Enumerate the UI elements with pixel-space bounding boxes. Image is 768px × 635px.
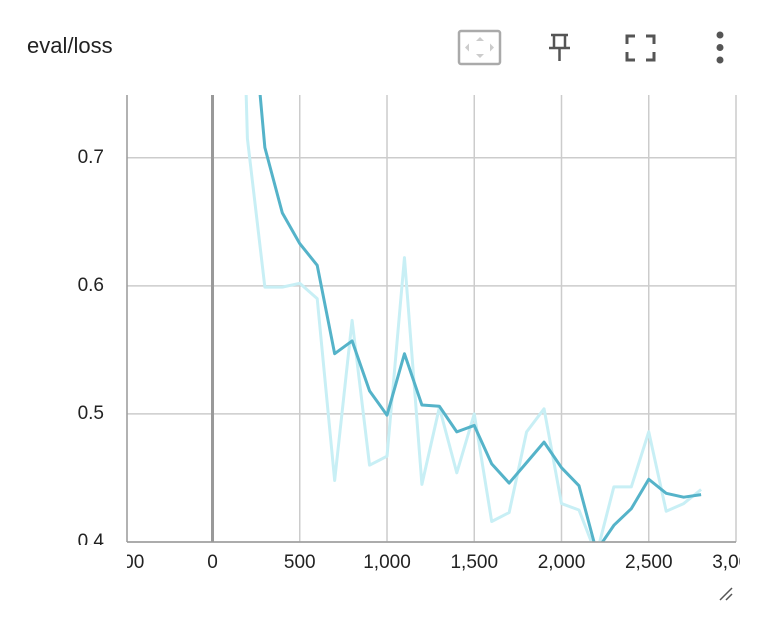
y-tick-label: 0.6 — [78, 275, 104, 296]
x-tick-label: 3,000 — [712, 552, 760, 573]
line-series — [258, 95, 702, 542]
x-axis-labels: -500 0 500 1,000 1,500 2,000 2,500 3,000 — [106, 552, 760, 573]
line-series — [244, 95, 703, 542]
more-button[interactable] — [716, 31, 724, 64]
y-tick-label: 0.5 — [78, 403, 104, 424]
x-tick-label: 0 — [207, 552, 218, 573]
y-tick-label: 0.7 — [78, 147, 104, 168]
y-axis-labels: 0.4 0.5 0.6 0.7 — [78, 147, 105, 552]
x-tick-label: 1,500 — [450, 552, 498, 573]
x-tick-label: 1,000 — [363, 552, 411, 573]
fullscreen-button[interactable] — [625, 34, 656, 62]
x-tick-label: 500 — [284, 552, 316, 573]
x-tick-label: -500 — [106, 552, 144, 573]
grid — [127, 95, 737, 543]
resize-handle[interactable] — [719, 587, 733, 601]
x-tick-label: 2,500 — [625, 552, 673, 573]
fit-domain-button[interactable] — [457, 29, 502, 66]
chart-title: eval/loss — [27, 33, 113, 58]
pin-button[interactable] — [549, 33, 570, 61]
y-tick-label: 0.4 — [78, 531, 105, 552]
x-tick-label: 2,000 — [538, 552, 586, 573]
plot-area — [244, 95, 703, 542]
